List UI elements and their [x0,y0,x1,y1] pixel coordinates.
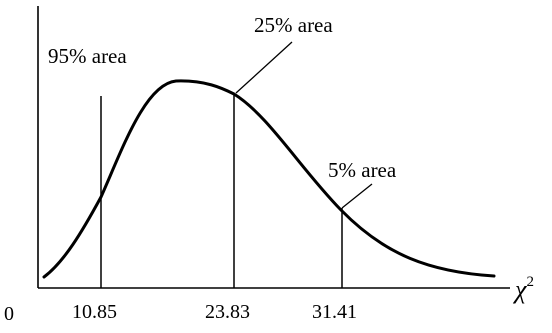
tick-label-31-41: 31.41 [312,301,357,323]
annotation-95-area: 95% area [48,44,127,68]
annotation-25-area: 25% area [254,13,333,37]
tick-label-10-85: 10.85 [72,301,117,323]
leader-25-area [235,41,293,94]
annotation-5-area: 5% area [328,158,397,182]
leader-5-area [341,183,373,209]
tick-label-23-83: 23.83 [205,301,250,323]
chi-superscript: 2 [526,274,534,290]
density-curve [42,79,496,279]
x-axis-symbol: χ2 [512,274,534,304]
chi-symbol: χ [512,275,527,304]
origin-label: 0 [4,303,14,325]
